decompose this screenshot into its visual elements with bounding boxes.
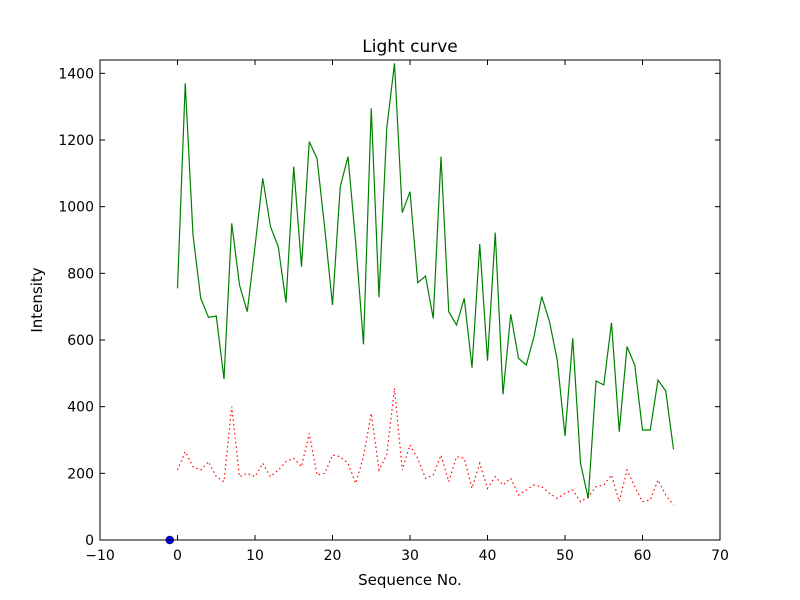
x-tick-label: 10 [246, 548, 264, 564]
y-tick-label: 1200 [58, 133, 94, 149]
x-tick-label: 40 [479, 548, 497, 564]
x-tick-label: −10 [85, 548, 115, 564]
x-tick-label: 60 [634, 548, 652, 564]
ticks-layer: −10 0 10 20 30 40 50 60 700200400600800100012001… [58, 60, 729, 564]
y-tick-label: 0 [85, 533, 94, 549]
x-axis-label: Sequence No. [358, 571, 462, 589]
chart-title: Light curve [362, 37, 457, 57]
x-tick-label: 30 [401, 548, 419, 564]
y-axis-label: Intensity [28, 267, 46, 332]
y-tick-label: 600 [67, 333, 94, 349]
x-tick-label: 0 [173, 548, 182, 564]
y-tick-label: 800 [67, 266, 94, 282]
x-tick-label: 70 [711, 548, 729, 564]
y-tick-label: 1400 [58, 66, 94, 82]
y-tick-label: 1000 [58, 200, 94, 216]
x-tick-label: 20 [324, 548, 342, 564]
y-tick-label: 200 [67, 466, 94, 482]
series-line-1 [176, 63, 675, 499]
y-tick-label: 400 [67, 400, 94, 416]
series-line-2 [176, 388, 674, 506]
plot-background [100, 60, 720, 540]
x-tick-label: 50 [556, 548, 574, 564]
